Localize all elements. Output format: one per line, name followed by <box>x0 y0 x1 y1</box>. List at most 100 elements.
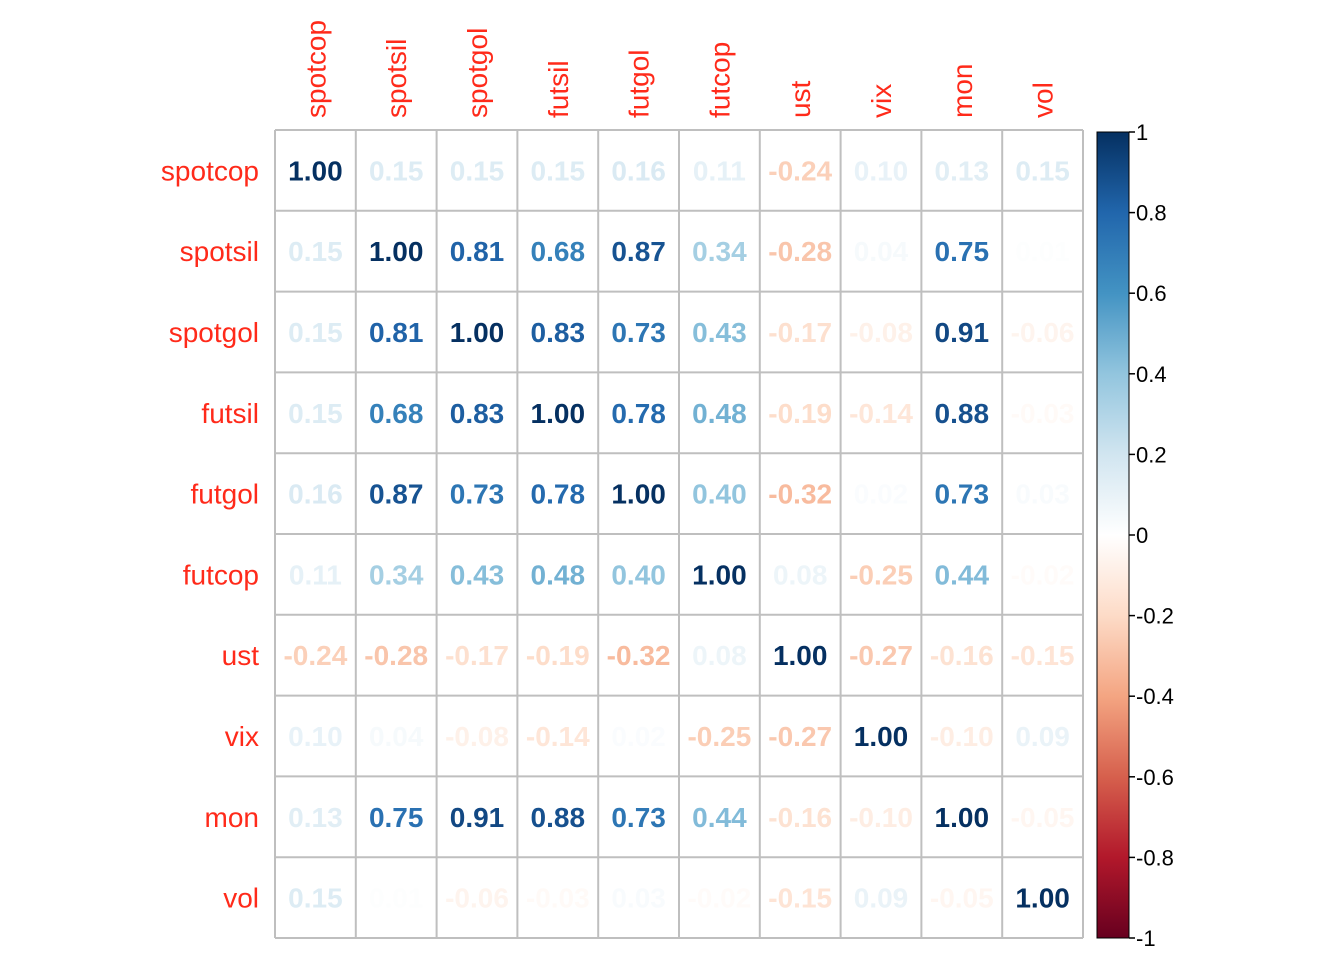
cell-value: 1.00 <box>692 559 747 590</box>
cell-value: 0.01 <box>369 883 424 914</box>
cell-value: -0.02 <box>1011 559 1075 590</box>
colorbar-tick-label: -1 <box>1136 926 1156 951</box>
cell-value: 0.73 <box>611 802 666 833</box>
cell-value: -0.17 <box>445 640 509 671</box>
cell-value: -0.06 <box>1011 317 1075 348</box>
row-label: spotsil <box>180 236 259 267</box>
colorbar-tick-label: -0.2 <box>1136 604 1174 629</box>
cell-value: -0.28 <box>364 640 428 671</box>
cell-value: 0.01 <box>1015 236 1070 267</box>
cell-value: 1.00 <box>1015 883 1070 914</box>
colorbar-tick-label: 0.8 <box>1136 201 1167 226</box>
cell-value: 0.16 <box>288 479 343 510</box>
colorbar-tick-label: 1 <box>1136 120 1148 145</box>
cell-value: -0.19 <box>768 398 832 429</box>
column-label: futsil <box>543 60 574 118</box>
row-label: mon <box>205 802 259 833</box>
row-label: futcop <box>183 559 259 590</box>
cell-value: 0.16 <box>611 155 666 186</box>
cell-value: 0.15 <box>288 883 343 914</box>
row-label: futgol <box>191 479 260 510</box>
cell-value: 0.04 <box>369 721 424 752</box>
column-label: mon <box>947 64 978 118</box>
cell-value: -0.03 <box>1011 398 1075 429</box>
cell-value: 0.15 <box>288 398 343 429</box>
cell-value: 0.44 <box>692 802 747 833</box>
cell-value: 0.43 <box>692 317 747 348</box>
cell-value: -0.16 <box>768 802 832 833</box>
cell-value: 1.00 <box>854 721 909 752</box>
cell-value: -0.02 <box>687 883 751 914</box>
cell-value: 0.78 <box>531 479 586 510</box>
cell-value: 0.13 <box>288 802 343 833</box>
cell-value: 0.34 <box>369 559 424 590</box>
cell-value: -0.06 <box>445 883 509 914</box>
column-label: futcop <box>704 42 735 118</box>
cell-value: 0.75 <box>935 236 990 267</box>
cell-value: 0.73 <box>611 317 666 348</box>
cell-value: -0.08 <box>445 721 509 752</box>
colorbar-tick-label: 0.2 <box>1136 442 1167 467</box>
cell-value: -0.27 <box>849 640 913 671</box>
column-label: vol <box>1028 82 1059 118</box>
cell-value: 0.40 <box>692 479 747 510</box>
cell-value: -0.08 <box>849 317 913 348</box>
cell-value: 0.02 <box>611 721 666 752</box>
cell-value: 1.00 <box>369 236 424 267</box>
cell-value: 0.68 <box>531 236 586 267</box>
cell-value: 0.04 <box>854 236 909 267</box>
cell-value: 0.88 <box>935 398 990 429</box>
colorbar <box>1096 131 1130 939</box>
cell-value: 1.00 <box>773 640 828 671</box>
cell-value: -0.24 <box>283 640 347 671</box>
cell-value: 0.68 <box>369 398 424 429</box>
column-label: spotcop <box>300 20 331 118</box>
cell-value: 0.34 <box>692 236 747 267</box>
cell-value: 0.83 <box>531 317 586 348</box>
cell-value: -0.15 <box>768 883 832 914</box>
cell-value: 1.00 <box>288 155 343 186</box>
column-label: spotsil <box>381 39 412 118</box>
cell-value: 0.78 <box>611 398 666 429</box>
cell-value: 1.00 <box>531 398 586 429</box>
cell-value: 0.11 <box>693 155 746 186</box>
cell-value: 0.15 <box>1015 155 1070 186</box>
cell-value: -0.15 <box>1011 640 1075 671</box>
column-label: spotgol <box>462 28 493 118</box>
cell-value: 0.09 <box>1015 721 1070 752</box>
cell-value: 0.73 <box>935 479 990 510</box>
cell-value: -0.25 <box>849 559 913 590</box>
cell-value: 0.87 <box>369 479 424 510</box>
cell-value: 0.88 <box>531 802 586 833</box>
cell-value: 0.03 <box>611 883 666 914</box>
cell-value: -0.03 <box>526 883 590 914</box>
cell-value: 0.13 <box>935 155 990 186</box>
column-label: futgol <box>624 50 655 119</box>
row-label: ust <box>222 640 260 671</box>
cell-value: 0.87 <box>611 236 666 267</box>
cell-value: 0.73 <box>450 479 505 510</box>
cell-value: 0.03 <box>1015 479 1070 510</box>
colorbar-tick-label: 0.6 <box>1136 281 1167 306</box>
cell-value: -0.24 <box>768 155 832 186</box>
cell-value: 0.15 <box>288 236 343 267</box>
cell-value: 0.11 <box>289 559 342 590</box>
row-label: vix <box>225 721 259 752</box>
column-label: ust <box>785 80 816 118</box>
cell-value: 0.15 <box>369 155 424 186</box>
column-label: vix <box>866 84 897 118</box>
cell-value: 0.48 <box>692 398 747 429</box>
cell-value: -0.27 <box>768 721 832 752</box>
colorbar-tick-label: 0.4 <box>1136 362 1167 387</box>
row-label: vol <box>223 883 259 914</box>
cell-value: 1.00 <box>611 479 666 510</box>
cell-value: 0.48 <box>531 559 586 590</box>
colorbar-tick-label: -0.6 <box>1136 765 1174 790</box>
cell-value: -0.05 <box>1011 802 1075 833</box>
cell-value: 0.10 <box>288 721 343 752</box>
cell-value: -0.25 <box>687 721 751 752</box>
cell-value: -0.17 <box>768 317 832 348</box>
cell-value: 1.00 <box>450 317 505 348</box>
row-label: spotcop <box>161 155 259 186</box>
